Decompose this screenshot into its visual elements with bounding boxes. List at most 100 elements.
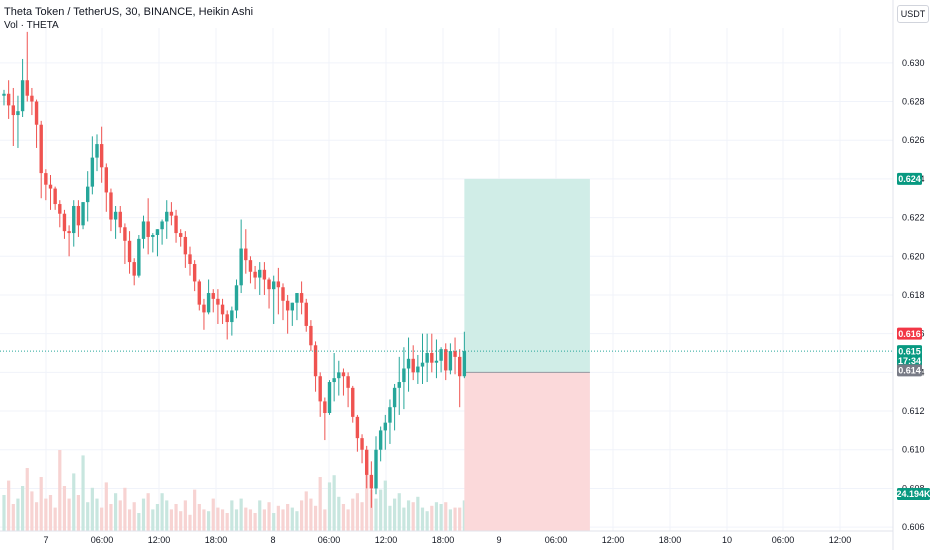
volume-bar <box>137 513 141 531</box>
candle-body <box>141 221 146 239</box>
candle-body <box>406 358 411 369</box>
candle-body <box>62 213 67 232</box>
volume-bar <box>30 491 34 531</box>
price-tag <box>897 345 922 358</box>
volume-bar <box>258 500 262 531</box>
volume-bar <box>234 509 239 531</box>
candle-body <box>155 229 160 236</box>
candle-body <box>123 227 127 241</box>
volume-tag-label: 24.194K <box>896 489 931 499</box>
volume-indicator-label: Vol · THETA <box>4 20 59 31</box>
candle-body <box>388 407 392 423</box>
y-tick-label: 0.630 <box>902 58 925 68</box>
volume-bar <box>406 500 411 531</box>
candle-body <box>67 231 71 234</box>
volume-bar <box>11 504 15 531</box>
long-position-tool[interactable] <box>464 178 590 531</box>
volume-bar <box>369 489 373 531</box>
volume-bar <box>383 480 387 531</box>
candle-body <box>165 211 169 222</box>
candle-body <box>430 353 434 363</box>
candle-body <box>211 293 215 299</box>
candle-body <box>392 387 397 408</box>
volume-bar <box>286 504 290 531</box>
candle-body <box>81 202 85 226</box>
volume-bar <box>453 507 457 531</box>
price-tag-label: 0.615 <box>898 346 921 356</box>
candle-body <box>188 254 192 265</box>
volume-bar <box>90 487 94 531</box>
candle-body <box>262 269 267 280</box>
volume-bar <box>174 504 178 531</box>
candle-body <box>318 376 322 402</box>
candles <box>2 31 467 508</box>
candle-body <box>448 351 453 371</box>
volume-bar <box>253 513 257 531</box>
candle-body <box>285 300 290 311</box>
candle-body <box>295 293 299 303</box>
x-tick-label: 06:00 <box>318 535 341 545</box>
y-tick-label: 0.620 <box>902 251 925 261</box>
candle-body <box>346 376 350 388</box>
volume-bar <box>109 504 113 531</box>
volume-bar <box>360 502 364 531</box>
volume-bar <box>332 475 336 531</box>
candle-body <box>146 221 150 237</box>
volume-bar <box>365 459 369 531</box>
candle-body <box>276 281 281 288</box>
candle-body <box>416 366 420 373</box>
x-tick-label: 12:00 <box>829 535 852 545</box>
volume-bar <box>337 496 341 531</box>
price-tag-label: 0.624 <box>898 174 921 184</box>
candle-body <box>453 351 457 357</box>
volume-bar <box>393 498 397 531</box>
x-tick-label: 10 <box>722 535 732 545</box>
candle-body <box>90 157 95 187</box>
currency-button[interactable]: USDT <box>897 5 929 23</box>
volume-bar <box>76 495 80 531</box>
candle-body <box>337 372 341 379</box>
candle-body <box>290 302 294 311</box>
volume-bar <box>81 455 85 531</box>
y-tick-label: 0.610 <box>902 445 925 455</box>
candle-body <box>369 474 374 489</box>
volume-bar <box>262 509 266 531</box>
volume-bar <box>183 500 187 531</box>
candle-body <box>48 184 53 189</box>
volume-bar <box>207 511 211 531</box>
candle-body <box>220 304 225 315</box>
volume-bar <box>420 507 425 531</box>
volume-bar <box>341 504 346 531</box>
volume-bar <box>2 495 6 531</box>
volume-bar <box>248 509 253 531</box>
candle-body <box>360 438 364 450</box>
volume-bar <box>100 507 104 531</box>
volume-bar <box>355 493 359 531</box>
candle-body <box>197 281 201 305</box>
candle-body <box>378 430 383 450</box>
candle-body <box>272 281 276 290</box>
candle-body <box>444 349 448 371</box>
volume-bar <box>21 486 25 531</box>
x-tick-label: 12:00 <box>148 535 171 545</box>
candle-body <box>420 362 425 367</box>
candle-body <box>34 101 39 125</box>
volume-bar <box>7 480 11 531</box>
x-tick-label: 8 <box>270 535 275 545</box>
candle-body <box>53 188 57 205</box>
candle-body <box>309 325 313 346</box>
volume-bar <box>276 505 280 531</box>
candle-body <box>72 205 76 234</box>
candle-body <box>11 105 15 116</box>
volume-bar <box>123 487 127 531</box>
x-tick-label: 9 <box>496 535 501 545</box>
volume-bar <box>448 509 452 531</box>
volume-bar <box>281 509 285 531</box>
price-tag-label: 17:34 <box>898 356 921 366</box>
volume-bar <box>151 509 155 531</box>
candle-body <box>458 356 462 377</box>
volume-bar <box>48 495 53 531</box>
